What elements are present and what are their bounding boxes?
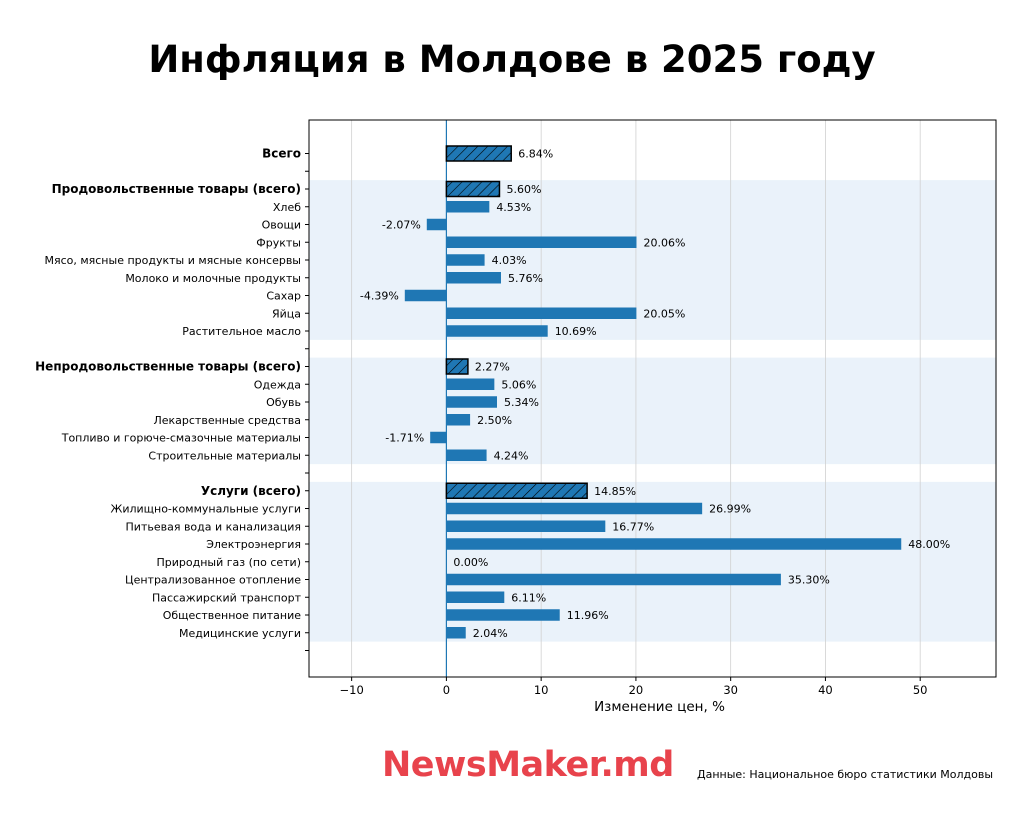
category-label: Растительное масло: [182, 325, 301, 338]
value-label: 48.00%: [908, 538, 950, 551]
total-bar-hatch: [446, 181, 500, 197]
bar: [446, 254, 485, 266]
category-total-label: Продовольственные товары (всего): [52, 182, 301, 196]
value-label: 35.30%: [788, 574, 830, 587]
bars: 6.84% 5.60% 4.53% -2.07% 20.06% 4.03% 5.76% -4.…: [360, 145, 950, 640]
category-label: Жилищно-коммунальные услуги: [110, 503, 301, 516]
total-bar-hatch: [446, 483, 588, 499]
newsmaker-logo: NewsMaker.md: [382, 745, 674, 785]
category-label: Одежда: [254, 378, 301, 391]
category-label: Питьевая вода и канализация: [126, 520, 301, 533]
category-label: Яйца: [272, 307, 301, 320]
bar: [446, 396, 498, 408]
category-label: Централизованное отопление: [125, 574, 301, 587]
value-label: 5.76%: [508, 272, 543, 285]
category-label: Обувь: [266, 396, 301, 409]
category-label: Общественное питание: [163, 609, 301, 622]
value-label: 11.96%: [567, 609, 609, 622]
category-label: Мясо, мясные продукты и мясные консервы: [44, 254, 301, 267]
value-label: 5.60%: [506, 183, 541, 196]
x-axis: −10 0 10 20 30 40 50 Изменение цен, %: [340, 677, 928, 715]
category-label: Электроэнергия: [206, 538, 301, 551]
bar: [446, 201, 490, 213]
category-label: Лекарственные средства: [153, 414, 301, 427]
chart-title: Инфляция в Молдове в 2025 году: [148, 38, 876, 81]
bar: [446, 609, 560, 621]
value-label: -2.07%: [382, 219, 421, 232]
plot-border: [308, 119, 997, 678]
total-bar-hatch: [446, 146, 512, 161]
category-total-label: Непродовольственные товары (всего): [35, 360, 301, 374]
bar: [426, 218, 447, 231]
value-label: 0.00%: [453, 556, 488, 569]
category-label: Строительные материалы: [148, 449, 301, 462]
category-total-label: Всего: [262, 147, 301, 161]
bar: [446, 573, 781, 586]
value-label: 2.27%: [475, 361, 510, 374]
bar: [446, 627, 466, 639]
value-label: 6.11%: [511, 591, 546, 604]
bar: [446, 520, 606, 532]
value-label: 4.53%: [496, 201, 531, 214]
value-label: 16.77%: [612, 520, 654, 533]
bar: [446, 378, 495, 390]
value-label: 2.50%: [477, 414, 512, 427]
category-label: Овощи: [262, 219, 301, 232]
category-label: Природный газ (по сети): [157, 556, 301, 569]
value-label: 14.85%: [594, 485, 636, 498]
y-tick-labels: Всего Продовольственные товары (всего) Хле…: [35, 147, 309, 651]
category-label: Хлеб: [273, 201, 301, 214]
plot-frame: [308, 119, 997, 678]
category-label: Пассажирский транспорт: [152, 591, 302, 604]
group-bands: [309, 180, 996, 642]
value-label: 5.06%: [501, 378, 536, 391]
bar: [446, 307, 637, 319]
x-axis-label: Изменение цен, %: [594, 699, 725, 715]
group-band: [309, 180, 996, 340]
category-label: Медицинские услуги: [179, 627, 301, 640]
bar: [446, 325, 548, 337]
bar: [446, 272, 501, 284]
bar: [446, 449, 487, 461]
source-note: Данные: Национальное бюро статистики Мол…: [697, 768, 994, 781]
bar: [446, 236, 637, 248]
value-label: 4.24%: [494, 449, 529, 462]
total-bar-hatch: [446, 359, 468, 374]
x-tick-label: 50: [913, 683, 928, 697]
group-band: [309, 357, 996, 465]
value-label: 20.06%: [643, 236, 685, 249]
value-label: 10.69%: [555, 325, 597, 338]
category-label: Фрукты: [256, 236, 301, 249]
x-tick-label: 30: [723, 683, 738, 697]
x-tick-label: 40: [818, 683, 833, 697]
category-label: Сахар: [266, 290, 301, 303]
bar: [446, 538, 902, 550]
x-tick-label: 0: [443, 683, 450, 697]
bar: [446, 414, 471, 426]
value-label: 26.99%: [709, 503, 751, 516]
x-tick-label: −10: [340, 683, 364, 697]
value-label: 5.34%: [504, 396, 539, 409]
x-tick-label: 20: [629, 683, 644, 697]
category-label: Молоко и молочные продукты: [125, 272, 301, 285]
bar: [404, 289, 447, 302]
value-label: 20.05%: [643, 307, 685, 320]
value-label: -4.39%: [360, 290, 399, 303]
value-label: -1.71%: [385, 432, 424, 445]
value-label: 6.84%: [518, 148, 553, 161]
x-tick-label: 10: [534, 683, 549, 697]
bar: [430, 431, 447, 444]
category-label: Топливо и горюче-смазочные материалы: [61, 432, 301, 445]
value-label: 2.04%: [473, 627, 508, 640]
category-total-label: Услуги (всего): [201, 484, 301, 498]
value-label: 4.03%: [492, 254, 527, 267]
bar: [446, 591, 505, 603]
bar: [446, 502, 703, 515]
